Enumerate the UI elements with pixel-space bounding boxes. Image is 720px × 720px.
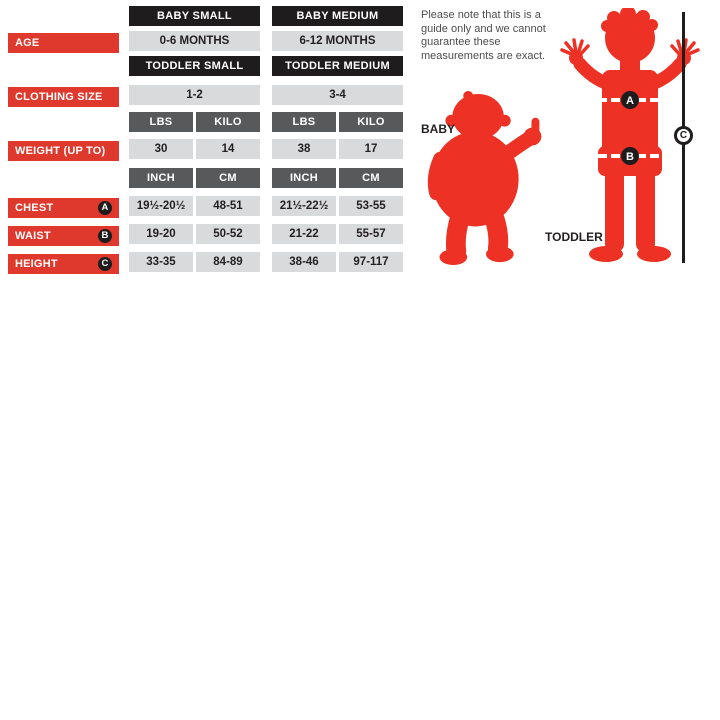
header-baby-small: BABY SMALL bbox=[129, 6, 260, 26]
cell-height-cm-small: 84-89 bbox=[196, 252, 260, 272]
cell-height-cm-medium: 97-117 bbox=[339, 252, 403, 272]
unit-inch-medium: INCH bbox=[272, 168, 336, 188]
cell-weight-lbs-medium: 38 bbox=[272, 139, 336, 159]
marker-c-badge: C bbox=[674, 126, 693, 145]
size-column-small: BABY SMALL 0-6 MONTHS TODDLER SMALL 1-2 … bbox=[129, 0, 260, 280]
cell-waist-inch-small: 19-20 bbox=[129, 224, 193, 244]
header-toddler-small: TODDLER SMALL bbox=[129, 56, 260, 76]
cell-weight-lbs-small: 30 bbox=[129, 139, 193, 159]
marker-a-letter: A bbox=[626, 95, 634, 107]
cell-chest-cm-medium: 53-55 bbox=[339, 196, 403, 216]
cell-waist-cm-small: 50-52 bbox=[196, 224, 260, 244]
disclaimer-note: Please note that this is a guide only an… bbox=[421, 9, 546, 62]
cell-clothing-medium: 3-4 bbox=[272, 85, 403, 105]
chest-a-badge: A bbox=[98, 201, 112, 215]
row-label-age: AGE bbox=[8, 33, 119, 53]
cell-chest-inch-medium: 21½-22½ bbox=[272, 196, 336, 216]
toddler-silhouette: A B bbox=[560, 8, 700, 262]
cell-waist-cm-medium: 55-57 bbox=[339, 224, 403, 244]
marker-b-circle bbox=[621, 147, 639, 165]
toddler-figure-label: TODDLER bbox=[545, 230, 603, 244]
unit-lbs-medium: LBS bbox=[272, 112, 336, 132]
cell-weight-kilo-medium: 17 bbox=[339, 139, 403, 159]
row-label-height: HEIGHT C bbox=[8, 254, 119, 274]
chest-label: CHEST bbox=[15, 202, 54, 214]
row-label-waist: WAIST B bbox=[8, 226, 119, 246]
row-label-weight: WEIGHT (UP TO) bbox=[8, 141, 119, 161]
waist-label: WAIST bbox=[15, 230, 51, 242]
cell-clothing-small: 1-2 bbox=[129, 85, 260, 105]
unit-kilo-medium: KILO bbox=[339, 112, 403, 132]
height-label: HEIGHT bbox=[15, 258, 58, 270]
unit-kilo-small: KILO bbox=[196, 112, 260, 132]
waist-b-badge: B bbox=[98, 229, 112, 243]
marker-a-circle bbox=[621, 91, 639, 109]
cell-age-small: 0-6 MONTHS bbox=[129, 31, 260, 51]
height-c-badge: C bbox=[98, 257, 112, 271]
cell-height-inch-small: 33-35 bbox=[129, 252, 193, 272]
weight-label: WEIGHT (UP TO) bbox=[15, 145, 106, 157]
cell-age-medium: 6-12 MONTHS bbox=[272, 31, 403, 51]
unit-cm-small: CM bbox=[196, 168, 260, 188]
unit-cm-medium: CM bbox=[339, 168, 403, 188]
row-label-chest: CHEST A bbox=[8, 198, 119, 218]
row-label-clothing-size: CLOTHING SIZE bbox=[8, 87, 119, 107]
header-toddler-medium: TODDLER MEDIUM bbox=[272, 56, 403, 76]
cell-waist-inch-medium: 21-22 bbox=[272, 224, 336, 244]
marker-b-letter: B bbox=[626, 151, 634, 163]
unit-inch-small: INCH bbox=[129, 168, 193, 188]
cell-chest-inch-small: 19½-20½ bbox=[129, 196, 193, 216]
clothing-size-label: CLOTHING SIZE bbox=[15, 91, 103, 103]
baby-figure-label: BABY bbox=[421, 122, 456, 136]
baby-silhouette bbox=[427, 90, 542, 266]
age-label: AGE bbox=[15, 37, 40, 49]
cell-chest-cm-small: 48-51 bbox=[196, 196, 260, 216]
unit-lbs-small: LBS bbox=[129, 112, 193, 132]
cell-weight-kilo-small: 14 bbox=[196, 139, 260, 159]
size-column-medium: BABY MEDIUM 6-12 MONTHS TODDLER MEDIUM 3… bbox=[272, 0, 403, 280]
header-baby-medium: BABY MEDIUM bbox=[272, 6, 403, 26]
cell-height-inch-medium: 38-46 bbox=[272, 252, 336, 272]
